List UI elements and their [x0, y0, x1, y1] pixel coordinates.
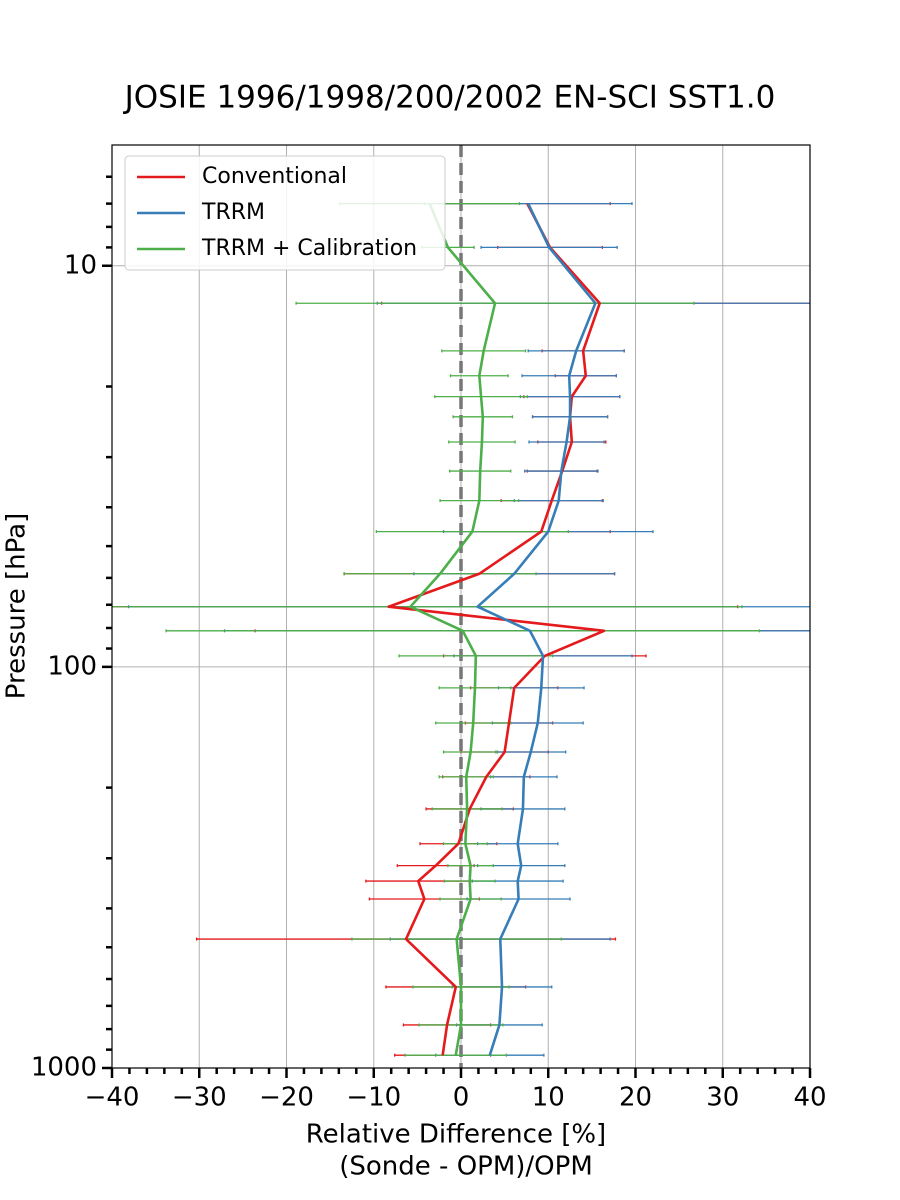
series-line — [409, 203, 497, 1056]
axes: −40 −30 −20 −10 0 10 20 30 40 10 100 1000 — [31, 175, 827, 1113]
legend-box — [124, 155, 446, 271]
plot-area — [112, 145, 810, 1068]
legend-label: Conventional — [202, 164, 347, 189]
x-tick-label: 10 — [532, 1083, 565, 1113]
x-axis-label: Relative Difference [%] — [306, 1120, 606, 1150]
chart-title: JOSIE 1996/1998/200/2002 EN-SCI SST1.0 — [123, 80, 776, 116]
series-line — [476, 203, 597, 1056]
y-axis-label: Pressure [hPa] — [2, 513, 32, 700]
x-axis-label: (Sonde - OPM)/OPM — [339, 1152, 593, 1182]
x-tick-label: −10 — [346, 1083, 401, 1113]
x-tick-label: 0 — [453, 1083, 470, 1113]
y-tick-label: 10 — [64, 250, 97, 280]
x-tick-label: 40 — [793, 1083, 826, 1113]
series-line — [387, 203, 606, 1056]
y-tick-label: 100 — [47, 651, 97, 681]
x-tick-label: −30 — [172, 1083, 227, 1113]
legend-label: TRRM + Calibration — [201, 236, 417, 261]
x-tick-label: −40 — [85, 1083, 140, 1113]
legend-label: TRRM — [201, 200, 265, 225]
x-tick-label: −20 — [259, 1083, 314, 1113]
x-tick-label: 20 — [619, 1083, 652, 1113]
legend: Conventional TRRM TRRM + Calibration — [124, 155, 446, 271]
x-tick-label: 30 — [706, 1083, 739, 1113]
y-tick-label: 1000 — [31, 1053, 97, 1083]
